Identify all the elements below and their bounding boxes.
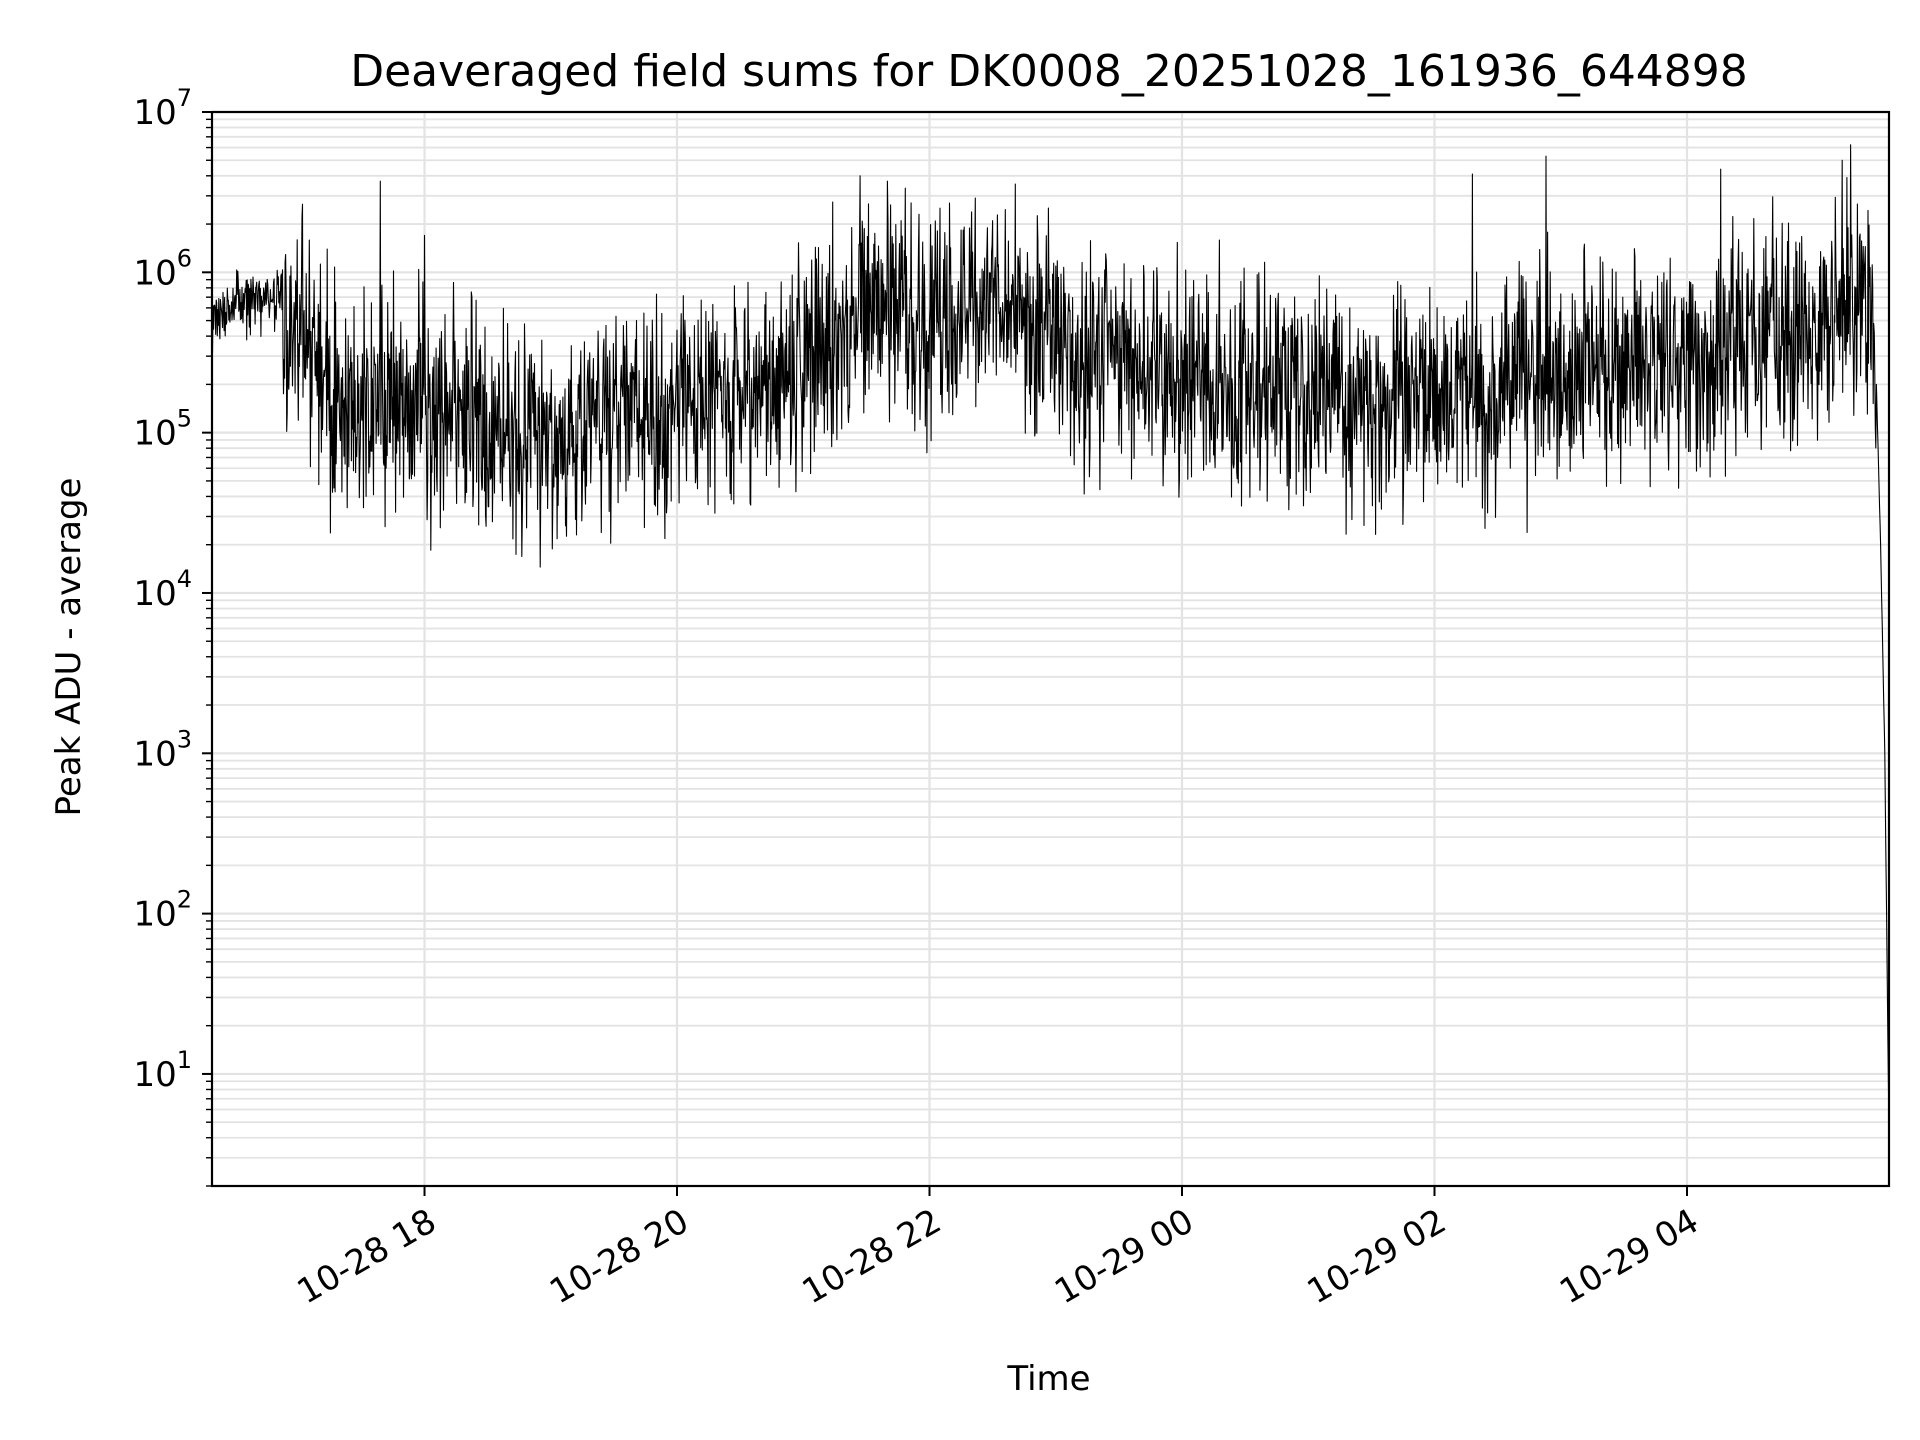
plot-frame <box>210 110 1891 1188</box>
plot-area <box>211 144 1890 1138</box>
y-axis-label: Peak ADU - average <box>49 478 89 817</box>
y-tick-label: 104 <box>133 565 192 614</box>
chart-title: Deaveraged field sums for DK0008_2025102… <box>350 46 1748 97</box>
y-tick-label: 102 <box>133 886 192 935</box>
x-axis-label: Time <box>1006 1359 1090 1399</box>
y-tick-label: 106 <box>133 244 192 293</box>
y-tick-label: 103 <box>133 725 192 774</box>
y-tick-label: 105 <box>133 405 192 454</box>
y-axis: 101 102 103 104 105 106 107 <box>133 84 212 1187</box>
series-line <box>211 144 1890 1138</box>
y-tick-label: 107 <box>133 84 192 133</box>
y-tick-label: 101 <box>133 1046 192 1095</box>
